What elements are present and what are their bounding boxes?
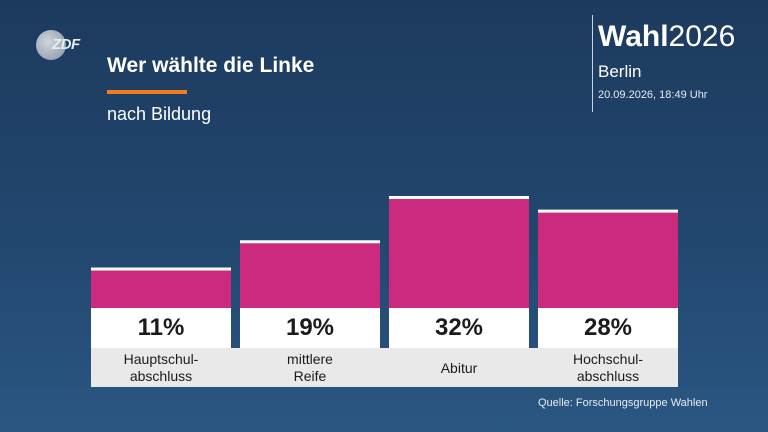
category-label-3: Abitur [440,359,478,376]
zdf-logo-text: ZDF [52,36,80,53]
title-accent-rule [107,90,187,94]
bar-2 [240,243,380,308]
category-label-1: Hauptschul- abschluss [123,351,199,384]
timestamp: 20.09.2026, 18:49 Uhr [598,89,708,101]
bar-cap-3 [389,196,529,199]
brand-bold: Wahl [598,20,669,53]
bar-4 [538,212,678,308]
brand-divider [592,15,593,112]
category-label-4: Hochschul- abschluss [572,351,644,384]
bar-1 [91,270,231,308]
category-label-2: mittlere Reife [287,351,333,384]
value-label-4: 28% [583,314,633,341]
source-note: Quelle: Forschungsgruppe Wahlen [538,397,708,409]
value-box-2: 19% [240,308,380,348]
brand-wordmark: Wahl2026 [598,18,735,56]
brand-year: 2026 [668,20,736,53]
chart-subtitle: nach Bildung [107,104,212,124]
value-label-3: 32% [434,314,484,341]
region-label: Berlin [598,62,642,81]
category-strip [91,348,678,387]
bar-cap-1 [91,267,231,271]
bar-3 [389,199,529,308]
chart-title: Wer wählte die Linke [107,54,315,77]
bar-cap-2 [240,240,380,244]
value-box-1: 11% [91,308,231,348]
value-box-3: 32% [389,308,529,348]
bar-cap-4 [538,209,678,213]
zdf-logo-icon [36,30,66,60]
value-box-4: 28% [538,308,678,348]
value-label-1: 11% [137,314,185,341]
value-label-2: 19% [285,314,335,341]
